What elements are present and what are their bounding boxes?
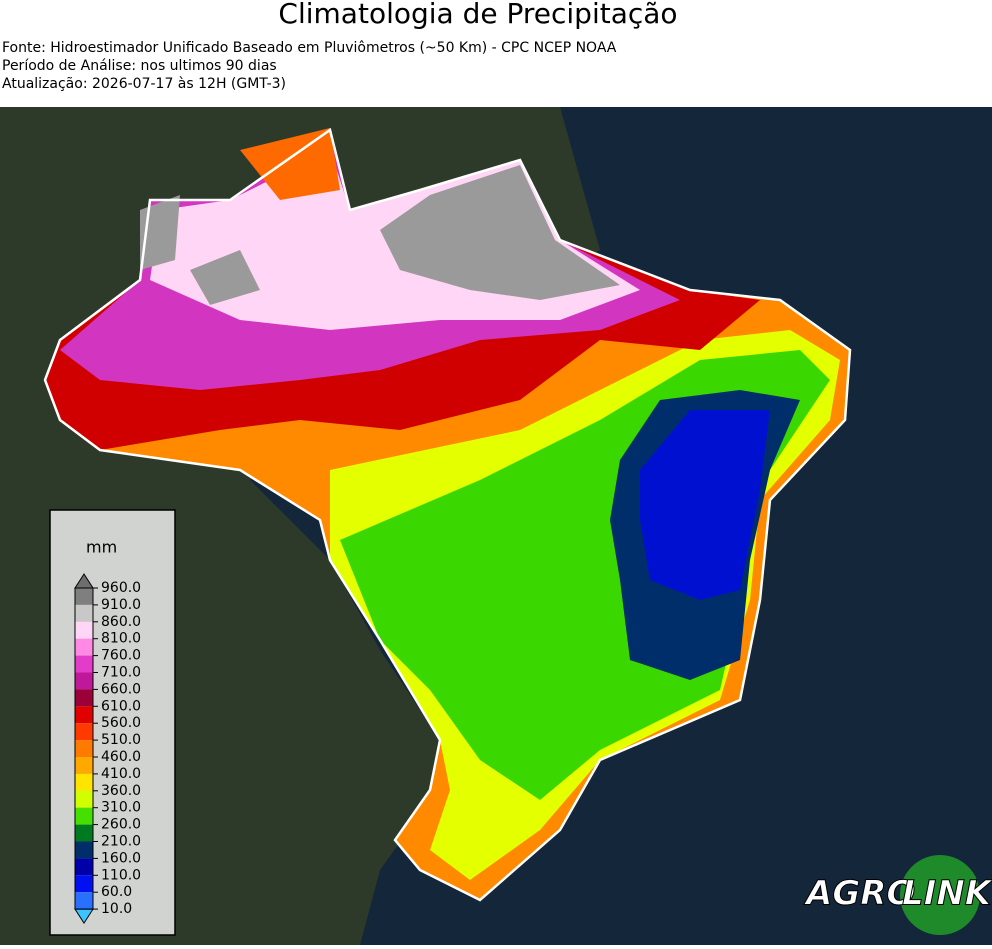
country-border <box>43 127 852 902</box>
colorbar-band <box>75 588 93 605</box>
colorbar-tick-label: 560.0 <box>101 715 141 731</box>
colorbar-band <box>75 638 93 656</box>
update-line: Atualização: 2026-07-17 às 12H (GMT-3) <box>2 76 286 92</box>
colorbar-tick-label: 660.0 <box>101 681 141 697</box>
colorbar-tick-label: 10.0 <box>101 901 132 917</box>
colorbar-tick-label: 260.0 <box>101 817 141 833</box>
colorbar: mm 960.0910.0860.0810.0760.0710.0660.061… <box>49 509 176 936</box>
colorbar-band <box>75 892 93 910</box>
colorbar-band <box>75 807 93 825</box>
colorbar-unit: mm <box>86 538 117 557</box>
colorbar-tick-label: 110.0 <box>101 867 141 883</box>
colorbar-frame <box>74 587 94 910</box>
colorbar-tick-label: 410.0 <box>101 766 141 782</box>
region-north-tip <box>240 128 340 200</box>
colorbar-tick-label: 160.0 <box>101 850 141 866</box>
colorbar-tick-label: 910.0 <box>101 597 141 613</box>
colorbar-band <box>75 841 93 859</box>
colorbar-tick-label: 210.0 <box>101 834 141 850</box>
colorbar-tick-label: 60.0 <box>101 884 132 900</box>
logo-link: LINK <box>902 874 992 914</box>
colorbar-band <box>75 706 93 724</box>
colorbar-band <box>75 621 93 639</box>
colorbar-band <box>75 757 93 774</box>
logo-agro: AGRO <box>803 874 915 914</box>
region-gray <box>140 165 620 305</box>
colorbar-band <box>75 858 93 876</box>
colorbar-tick-label: 810.0 <box>101 631 141 647</box>
colorbar-band <box>75 723 93 741</box>
colorbar-band <box>75 790 93 808</box>
colorbar-band <box>75 875 93 893</box>
region-blue <box>640 410 770 600</box>
colorbar-band <box>75 655 93 673</box>
colorbar-box <box>49 509 176 936</box>
colorbar-tick-label: 760.0 <box>101 648 141 664</box>
logo-circle <box>900 855 980 935</box>
colorbar-tick-label: 710.0 <box>101 665 141 681</box>
colorbar-band <box>75 740 93 757</box>
logo: AGRO LINK <box>803 855 992 935</box>
colorbar-band <box>75 824 93 842</box>
colorbar-tick-label: 460.0 <box>101 749 141 765</box>
colorbar-band <box>75 604 93 622</box>
period-line: Período de Análise: nos ultimos 90 dias <box>2 58 277 74</box>
source-line: Fonte: Hidroestimador Unificado Baseado … <box>2 40 617 56</box>
colorbar-band <box>75 672 93 690</box>
colorbar-band <box>75 773 93 791</box>
map <box>0 107 992 945</box>
title: Climatologia de Precipitação <box>278 0 677 30</box>
colorbar-band <box>75 689 93 707</box>
colorbar-tick-label: 310.0 <box>101 800 141 816</box>
colorbar-tick-label: 510.0 <box>101 732 141 748</box>
colorbar-tick-label: 360.0 <box>101 783 141 799</box>
colorbar-tick-label: 860.0 <box>101 614 141 630</box>
colorbar-tick-label: 610.0 <box>101 698 141 714</box>
colorbar-tick-label: 960.0 <box>101 580 141 596</box>
